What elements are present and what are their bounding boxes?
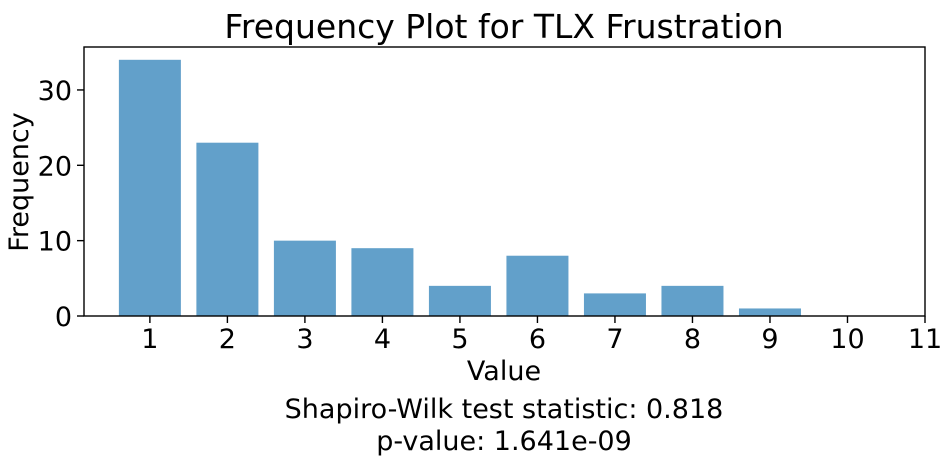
bar-2: [196, 142, 259, 316]
bar-3: [273, 240, 336, 316]
y-axis-label: Frequency: [4, 112, 35, 252]
x-tick-label: 5: [451, 324, 468, 355]
p-value-text: p-value: 1.641e-09: [376, 426, 632, 457]
chart-title: Frequency Plot for TLX Frustration: [224, 7, 783, 46]
bar-8: [661, 285, 724, 316]
y-tick-label: 30: [38, 76, 72, 107]
bar-6: [506, 255, 569, 316]
y-axis-ticks: 0 10 20 30: [38, 76, 84, 333]
plot-area-frame: [83, 46, 926, 317]
y-tick-label: 0: [55, 302, 72, 333]
bar-5: [428, 285, 491, 316]
x-tick-label: 10: [830, 324, 864, 355]
x-axis-ticks: 1 2 3 4 5 6 7 8 9 10 11: [141, 316, 942, 355]
bars-group: [118, 59, 801, 317]
x-tick-label: 8: [684, 324, 701, 355]
x-tick-label: 9: [761, 324, 778, 355]
x-tick-label: 2: [219, 324, 236, 355]
x-tick-label: 1: [141, 324, 158, 355]
x-tick-label: 4: [374, 324, 391, 355]
y-tick-label: 10: [38, 227, 72, 258]
x-tick-label: 3: [296, 324, 313, 355]
bar-1: [118, 59, 181, 317]
shapiro-wilk-statistic: Shapiro-Wilk test statistic: 0.818: [285, 394, 724, 425]
x-tick-label: 7: [606, 324, 623, 355]
x-tick-label: 11: [908, 324, 942, 355]
x-tick-label: 6: [529, 324, 546, 355]
bar-9: [738, 308, 801, 316]
y-tick-label: 20: [38, 151, 72, 182]
x-axis-label: Value: [467, 356, 541, 387]
bar-4: [351, 248, 414, 316]
bar-7: [583, 293, 646, 316]
